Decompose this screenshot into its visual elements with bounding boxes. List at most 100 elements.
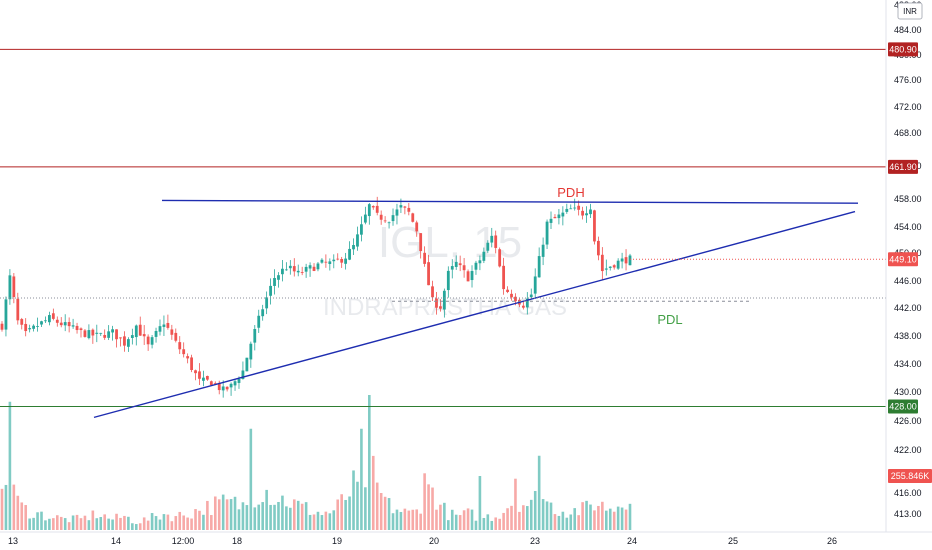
- candle: [209, 380, 213, 386]
- candle: [474, 260, 478, 275]
- time-tick-label: 19: [332, 536, 342, 546]
- volume-bar: [103, 514, 106, 530]
- candle: [142, 325, 146, 345]
- volume-bar: [249, 428, 253, 530]
- upper-trendline[interactable]: [161, 199, 859, 204]
- candle: [537, 247, 541, 278]
- candle: [316, 261, 320, 272]
- svg-text:480.90: 480.90: [889, 44, 917, 54]
- time-tick-label: 26: [827, 536, 837, 546]
- volume-bar: [269, 504, 272, 530]
- volume-bar: [450, 509, 454, 530]
- volume-bar: [494, 517, 498, 530]
- volume-bar: [597, 505, 600, 530]
- volume-bar: [91, 510, 95, 530]
- candle: [194, 369, 197, 381]
- volume-bar: [439, 504, 442, 530]
- candle: [170, 324, 174, 340]
- candle: [95, 324, 99, 343]
- volume-bar: [368, 395, 371, 530]
- volume-bar: [498, 518, 501, 530]
- level-price-tag: 461.90: [888, 159, 918, 174]
- candle: [28, 324, 32, 333]
- volume-bar: [356, 481, 359, 530]
- candle: [281, 260, 284, 282]
- volume-bar: [75, 514, 79, 530]
- candle: [577, 200, 581, 216]
- volume-bar: [213, 496, 217, 530]
- volume-bar: [158, 519, 162, 530]
- candle: [146, 334, 150, 351]
- chart-background: [0, 0, 886, 532]
- time-axis[interactable]: 13 14 12:00 18 19 20 23 24 25 26: [0, 531, 932, 550]
- volume-bar: [146, 520, 150, 530]
- candle: [79, 327, 83, 338]
- candle: [486, 240, 490, 253]
- candle: [561, 206, 565, 226]
- volume-bar: [435, 509, 438, 530]
- currency-badge[interactable]: [897, 2, 923, 20]
- rising-trendline[interactable]: [93, 210, 856, 419]
- volume-bar: [131, 523, 134, 530]
- price-axis[interactable]: 413.00 416.00 422.00 426.00 430.00 434.00 438.…: [885, 0, 932, 532]
- candle: [277, 272, 280, 288]
- volume-bar: [375, 482, 379, 530]
- candle: [71, 318, 75, 329]
- candle: [59, 317, 63, 328]
- volume-bar: [285, 506, 288, 530]
- candle: [75, 322, 79, 334]
- volume-bar: [63, 518, 67, 530]
- volume-bar: [0, 488, 4, 530]
- volume-bar: [40, 511, 43, 530]
- candle: [324, 254, 328, 268]
- volume-bar: [589, 504, 592, 530]
- candle: [332, 254, 336, 269]
- volume-bar: [166, 514, 170, 530]
- candle: [154, 327, 158, 343]
- volume-bar: [138, 523, 142, 530]
- volume-bar: [419, 513, 422, 530]
- pdh-label: PDH: [557, 185, 584, 200]
- volume-bar: [447, 520, 450, 530]
- candle: [379, 210, 383, 225]
- volume-bar: [415, 509, 419, 530]
- candle: [265, 291, 269, 315]
- volume-bar: [134, 524, 138, 530]
- volume-bar: [549, 502, 553, 530]
- volume-bar: [537, 455, 541, 530]
- candle: [174, 328, 178, 343]
- candle: [138, 316, 142, 336]
- candle: [569, 204, 573, 210]
- volume-bar: [142, 517, 146, 530]
- candle: [470, 265, 474, 288]
- candle: [585, 206, 588, 223]
- candle: [482, 247, 486, 264]
- volume-bar: [379, 493, 383, 530]
- time-tick-label: 23: [530, 536, 540, 546]
- candle: [604, 259, 608, 276]
- price-tick-label: 468.00: [894, 128, 922, 138]
- volume-bar: [296, 500, 300, 530]
- volume-bar: [194, 509, 197, 530]
- volume-bar: [221, 494, 225, 530]
- volume-bar: [59, 516, 63, 530]
- volume-bar: [557, 515, 561, 530]
- candle: [387, 221, 391, 229]
- volume-bar: [56, 515, 59, 530]
- volume-bar: [585, 500, 588, 530]
- volume-bar: [95, 518, 99, 530]
- volume-bar: [541, 499, 545, 530]
- volume-bar: [616, 506, 620, 530]
- volume-bar: [486, 514, 490, 530]
- candle: [320, 258, 324, 264]
- volume-bar: [364, 487, 367, 530]
- volume-bar: [198, 510, 201, 530]
- candle: [123, 331, 126, 352]
- volume-bar: [577, 515, 580, 530]
- volume-bar: [336, 499, 340, 530]
- volume-bar: [67, 522, 71, 530]
- candle: [20, 317, 24, 330]
- candle: [344, 252, 348, 270]
- candle: [328, 258, 332, 271]
